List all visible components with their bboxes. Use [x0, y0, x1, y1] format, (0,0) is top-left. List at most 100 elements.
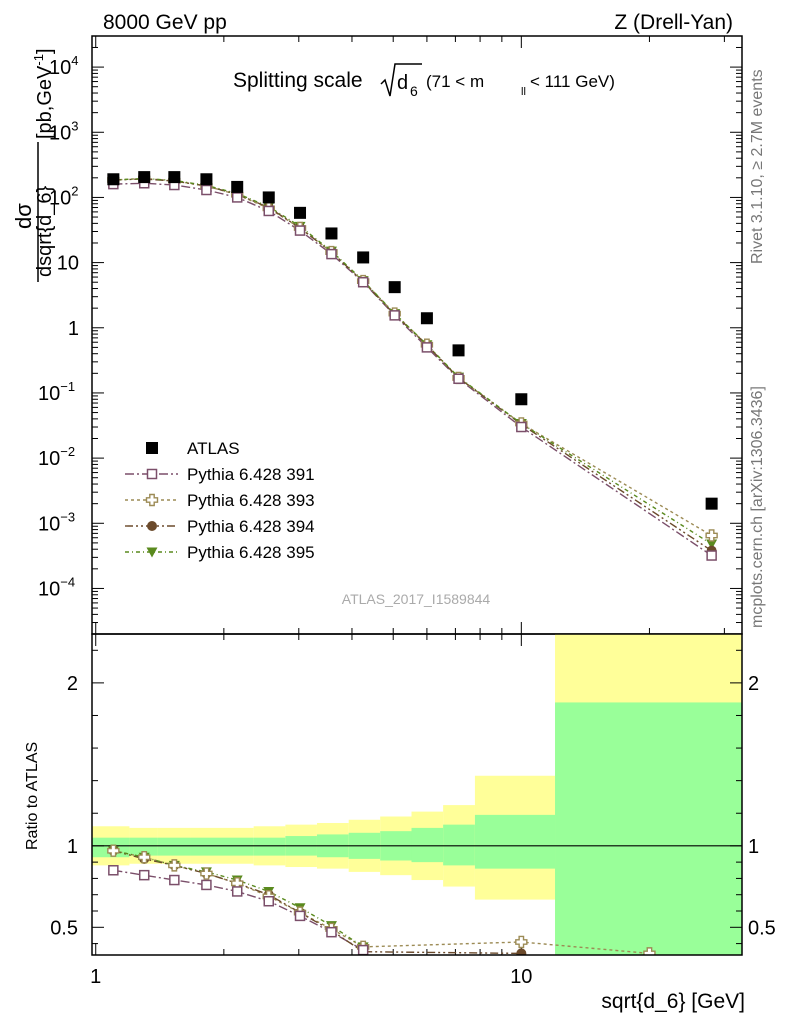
y-tick-label: 10: [57, 253, 79, 275]
pythia-6-428-391-point: [389, 310, 400, 321]
y-tick-label: 102: [49, 183, 78, 209]
x-axis-label: sqrt{d_6} [GeV]: [601, 990, 745, 1013]
ratio-y-tick-label: 2: [67, 673, 78, 695]
green-band: [443, 824, 475, 866]
green-band: [555, 702, 742, 955]
ratio-ticks: 0.5 0.5 1 1 2 2: [50, 649, 776, 945]
mcplots-label: mcplots.cern.ch [arXiv:1306.3436]: [749, 386, 766, 628]
pythia-6-428-391-ratio-point: [231, 886, 243, 897]
ylabel-unit-pre: [pb,GeV: [34, 65, 56, 139]
pythia-6-428-393-ratio-point: [138, 851, 151, 864]
ylabel-denominator: dsqrt{d_6}: [34, 185, 56, 277]
pythia-6-428-391-ratio-point: [263, 895, 275, 907]
ratio-y-tick-label-right: 0.5: [748, 917, 776, 939]
legend-marker: [145, 493, 159, 507]
atlas-point: [325, 227, 338, 240]
pythia-6-428-394-ratio-line: [113, 850, 522, 955]
atlas-point: [107, 173, 120, 186]
title-range-sub: ll: [521, 86, 526, 98]
pythia-6-428-391-ratio-point: [357, 944, 369, 955]
header-right: Z (Drell-Yan): [614, 11, 733, 34]
ratio-marks: [107, 844, 656, 955]
pythia-6-428-391-point: [421, 342, 433, 353]
atlas-point: [420, 312, 433, 325]
green-band: [253, 837, 286, 856]
legend-marker: [146, 442, 158, 454]
title-main: Splitting scale: [233, 69, 363, 92]
legend-entry-atlas: ATLAS: [146, 439, 240, 458]
legend-label: Pythia 6.428 394: [187, 517, 315, 536]
y-tick-label: 10−3: [38, 509, 75, 535]
pythia-6-428-391-ratio-point: [138, 869, 150, 881]
y-tick-label: 10−4: [38, 574, 75, 600]
y-tick-label: 1: [68, 318, 79, 340]
legend-entry-pythia-6-428-393: Pythia 6.428 393: [125, 491, 315, 510]
x-tick-labels: 1 10: [90, 966, 532, 988]
pythia-6-428-391-ratio-point: [169, 874, 180, 886]
pythia-6-428-391-point: [294, 225, 306, 236]
legend-entry-pythia-6-428-391: Pythia 6.428 391: [125, 465, 315, 484]
ratio-y-tick-label-right: 2: [748, 673, 759, 695]
ratio-frame: [91, 633, 743, 956]
legend: ATLAS Pythia 6.428 391 Pythia 6.428 393 Pyt…: [125, 439, 315, 562]
rivet-version-label: Rivet 3.1.10, ≥ 2.7M events: [749, 69, 766, 264]
pythia-6-428-391-ratio-point: [326, 926, 337, 938]
pythia-6-428-391-point: [706, 550, 717, 561]
title-range-end: < 111 GeV): [530, 72, 615, 91]
pythia-6-428-391-line: [113, 182, 712, 557]
green-band: [474, 814, 556, 869]
pythia-6-428-393-ratio-point: [200, 867, 213, 880]
green-band: [129, 837, 158, 856]
atlas-point: [138, 171, 151, 184]
pythia-6-428-393-ratio-point: [643, 947, 656, 955]
pythia-6-428-391-point: [357, 276, 369, 288]
main-panel: 10−4 10−3 10−2 10−1 1 10 102 103 104 Splitting s…: [11, 35, 743, 955]
x-tick-label: 10: [510, 966, 532, 988]
ylabel-numerator: dσ: [11, 203, 36, 229]
pythia-6-428-393-ratio-point: [107, 844, 120, 857]
title-sqrt-sub: 6: [410, 83, 418, 99]
ylabel-unit: [pb,GeV-1]: [31, 48, 56, 139]
pythia-6-428-391-ratio-point: [108, 865, 119, 876]
y-tick-label: 103: [49, 118, 78, 144]
pythia-6-428-391-point: [231, 192, 243, 203]
pythia-6-428-391-point: [263, 205, 275, 217]
pythia-6-428-393-ratio-point: [168, 859, 181, 872]
atlas-point: [357, 251, 370, 264]
green-band: [157, 837, 191, 856]
atlas-point: [168, 171, 181, 184]
ratio-uncertainty-bands: [92, 634, 742, 955]
atlas-point: [200, 173, 213, 186]
sqrt-sign-icon: [380, 63, 422, 97]
ratio-y-tick-label: 0.5: [50, 917, 78, 939]
main-ticks: 10−4 10−3 10−2 10−1 1 10 102 103 104: [38, 35, 742, 955]
pythia-6-428-391-point: [453, 373, 464, 385]
pythia-6-428-391-point: [326, 248, 337, 260]
atlas-point: [515, 393, 528, 406]
ratio-y-tick-label-right: 1: [748, 836, 759, 858]
pythia-6-428-391-ratio-point: [294, 910, 306, 922]
y-axis-label: dσ dsqrt{d_6} [pb,GeV-1]: [11, 48, 56, 282]
ylabel-unit-sup: -1: [31, 54, 46, 66]
chart-title: Splitting scale d 6 (71 < m ll < 111 GeV…: [233, 63, 615, 99]
green-band: [221, 837, 254, 856]
atlas-point: [388, 281, 401, 294]
legend-entry-pythia-6-428-394: Pythia 6.428 394: [125, 517, 315, 536]
atlas-point: [294, 206, 307, 219]
pythia-6-428-393-ratio-point: [515, 935, 528, 949]
pythia-6-428-395-point: [706, 539, 718, 550]
pythia-6-428-394-ratio-point: [516, 948, 527, 955]
title-range: (71 < m: [426, 72, 484, 91]
pythia-6-428-395-line: [113, 177, 712, 545]
atlas-point: [452, 344, 465, 357]
x-tick-label: 1: [90, 966, 101, 988]
legend-marker: [147, 521, 157, 531]
atlas-point: [262, 191, 275, 204]
pythia-6-428-391-ratio-point: [201, 879, 212, 891]
pythia-6-428-391-point: [516, 421, 527, 433]
title-sqrt-arg: d: [397, 72, 408, 94]
analysis-id-label: ATLAS_2017_I1589844: [342, 591, 491, 607]
green-band: [190, 837, 222, 856]
legend-label: ATLAS: [187, 439, 240, 458]
